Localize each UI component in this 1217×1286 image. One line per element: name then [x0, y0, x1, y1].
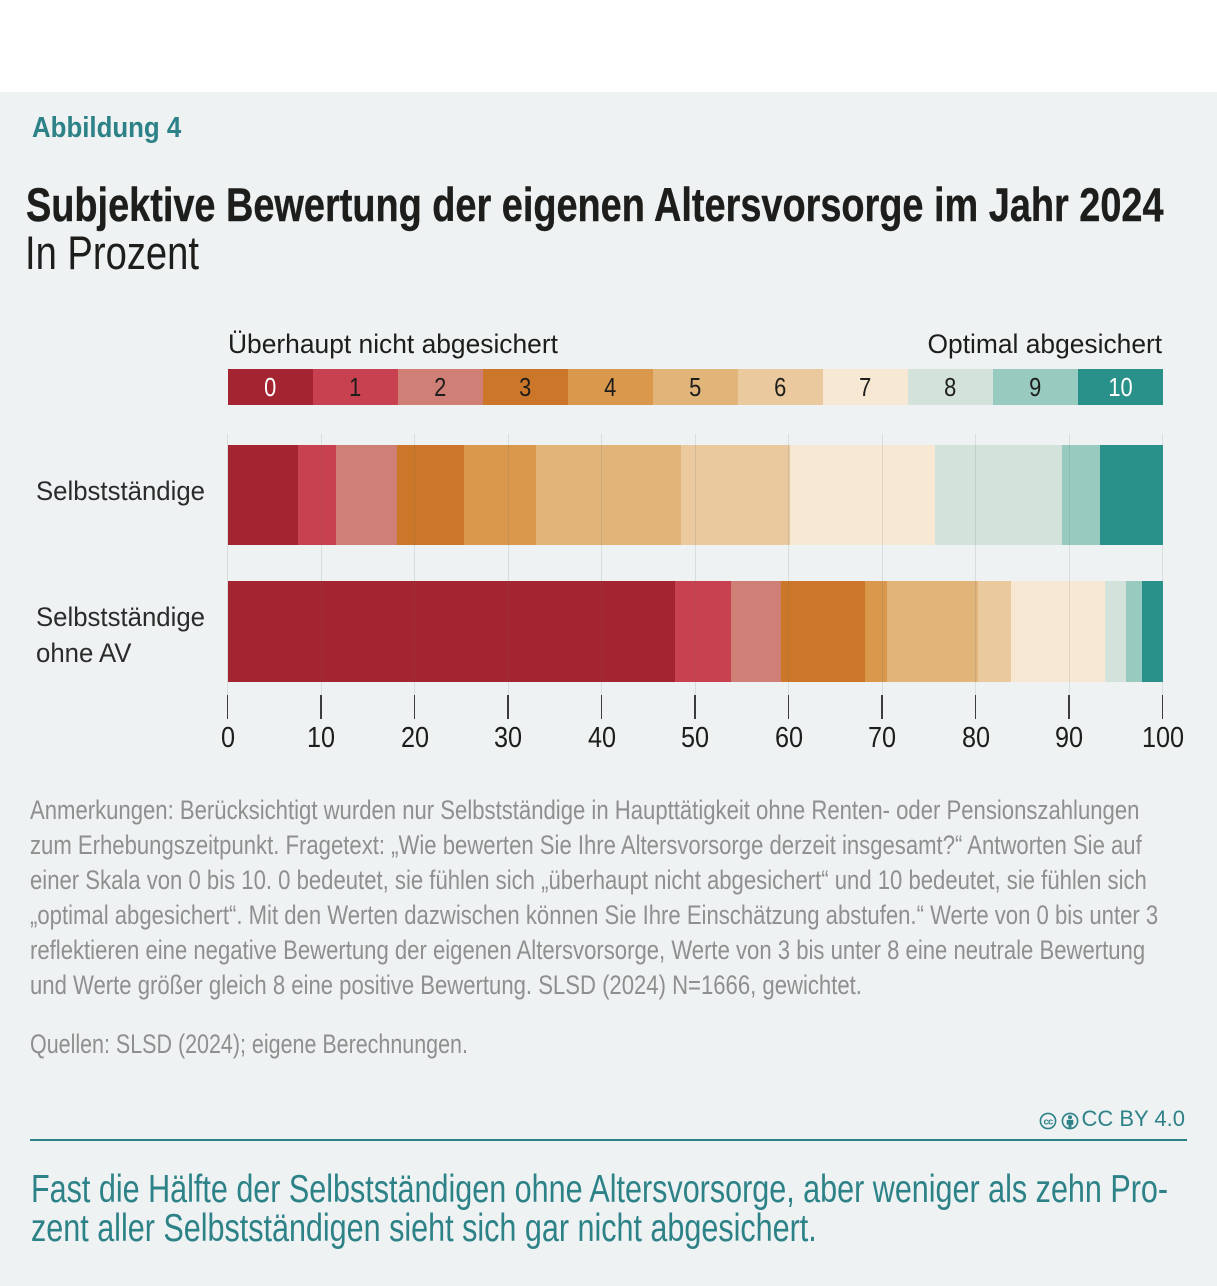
svg-text:cc: cc	[1044, 1116, 1053, 1127]
